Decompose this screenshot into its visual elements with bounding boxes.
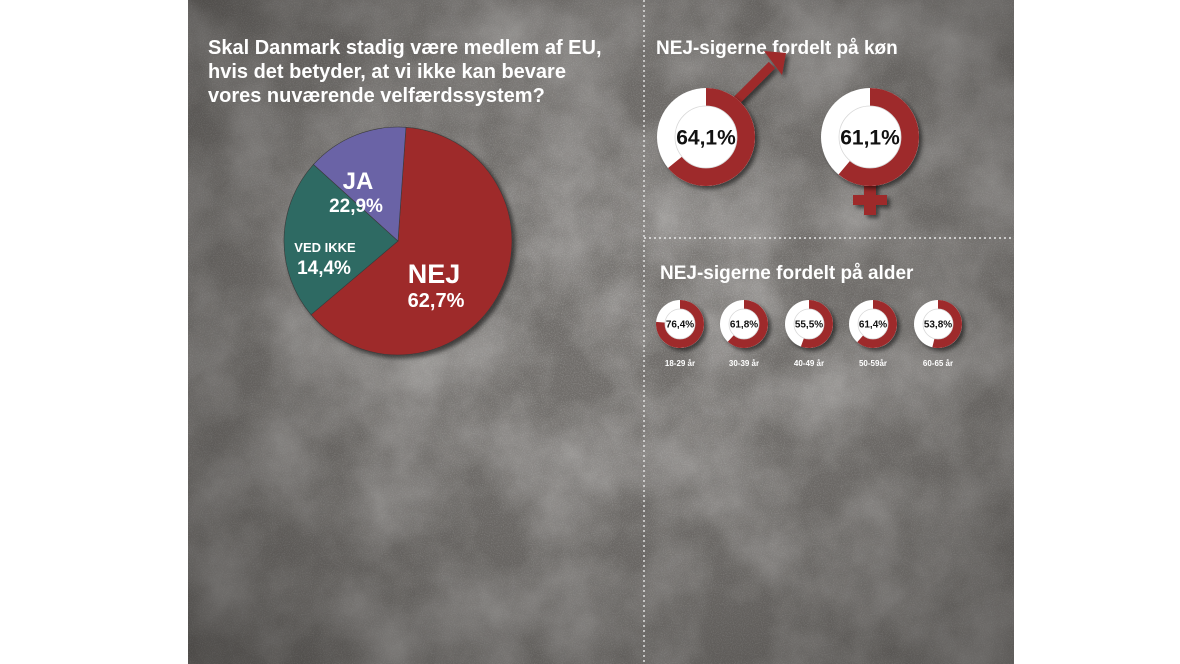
pie-slice-nej bbox=[310, 126, 513, 356]
gender-chart-title: NEJ-sigerne fordelt på køn bbox=[656, 38, 898, 59]
age-category-label: 50-59år bbox=[859, 359, 887, 368]
main-title-line: vores nuværende velfærdssystem? bbox=[208, 85, 545, 107]
main-title-line: hvis det betyder, at vi ikke kan bevare bbox=[208, 61, 566, 83]
age-category-label: 60-65 år bbox=[923, 359, 953, 368]
age-category-label: 30-39 år bbox=[729, 359, 759, 368]
male-arrow-shaft bbox=[732, 61, 776, 105]
age-category-label: 18-29 år bbox=[665, 359, 695, 368]
donut-value-label: 64,1% bbox=[676, 127, 736, 150]
infographic-panel: Skal Danmark stadig være medlem af EU, h… bbox=[188, 0, 1014, 664]
donut-value-label: 61,1% bbox=[840, 127, 900, 150]
donut-hole bbox=[922, 308, 954, 340]
female-symbol-icon bbox=[853, 177, 887, 215]
donut-nej-arc bbox=[727, 300, 768, 348]
donut-value-label: 61,8% bbox=[730, 320, 758, 331]
donut-value-label: 55,5% bbox=[795, 320, 823, 331]
donut-value-label: 53,8% bbox=[924, 320, 952, 331]
donut-nej-arc bbox=[800, 300, 833, 348]
main-chart-title: Skal Danmark stadig være medlem af EU, h… bbox=[208, 37, 607, 107]
ved-ikke-label: VED IKKE bbox=[294, 240, 356, 255]
gender-donut-female: 61,1% bbox=[821, 88, 919, 186]
donut-nej-arc bbox=[668, 87, 756, 186]
age-donut-4: 61,4% bbox=[849, 300, 898, 348]
donut-value-label: 61,4% bbox=[859, 320, 887, 331]
main-title-line: Skal Danmark stadig være medlem af EU, bbox=[208, 37, 602, 59]
ja-label: JA bbox=[343, 168, 374, 195]
nej-label: NEJ bbox=[408, 259, 461, 289]
donut-hole bbox=[838, 105, 902, 169]
age-donut-3: 55,5% bbox=[785, 300, 833, 348]
age-donut-1: 76,4% bbox=[656, 300, 705, 348]
nej-value-label: 62,7% bbox=[408, 290, 465, 312]
age-donut-charts: 76,4% 18-29 år 61,8% 30-39 år 55,5% 40-49 år 6… bbox=[656, 300, 963, 368]
age-category-label: 40-49 år bbox=[794, 359, 824, 368]
age-chart-title: NEJ-sigerne fordelt på alder bbox=[660, 263, 914, 284]
donut-nej-arc bbox=[857, 300, 898, 348]
gender-donut-male: 64,1% bbox=[657, 87, 756, 186]
donut-nej-arc bbox=[932, 300, 963, 348]
donut-value-label: 76,4% bbox=[666, 320, 694, 331]
donut-hole bbox=[793, 308, 825, 340]
donut-hole bbox=[857, 308, 889, 340]
male-arrow-head bbox=[764, 51, 786, 75]
male-symbol-icon bbox=[732, 51, 786, 105]
infographic-canvas: Skal Danmark stadig være medlem af EU, h… bbox=[188, 0, 1014, 664]
donut-hole bbox=[674, 105, 738, 169]
donut-nej-arc bbox=[656, 300, 705, 348]
pie-slice-ja bbox=[283, 164, 399, 316]
donut-hole bbox=[728, 308, 760, 340]
female-cross-bar bbox=[853, 195, 887, 205]
age-donut-2: 61,8% bbox=[720, 300, 768, 348]
main-pie-labels: JA 22,9% VED IKKE 14,4% NEJ 62,7% bbox=[294, 168, 464, 312]
donut-hole bbox=[664, 308, 696, 340]
age-donut-5: 53,8% bbox=[914, 300, 963, 348]
gender-donut-charts: 64,1% 61,1% bbox=[657, 51, 919, 215]
pie-slice-ved-ikke bbox=[313, 126, 407, 242]
ved-ikke-value-label: 14,4% bbox=[297, 258, 351, 279]
ja-value-label: 22,9% bbox=[329, 196, 383, 217]
donut-nej-arc bbox=[838, 88, 919, 186]
main-pie-chart bbox=[283, 126, 513, 356]
